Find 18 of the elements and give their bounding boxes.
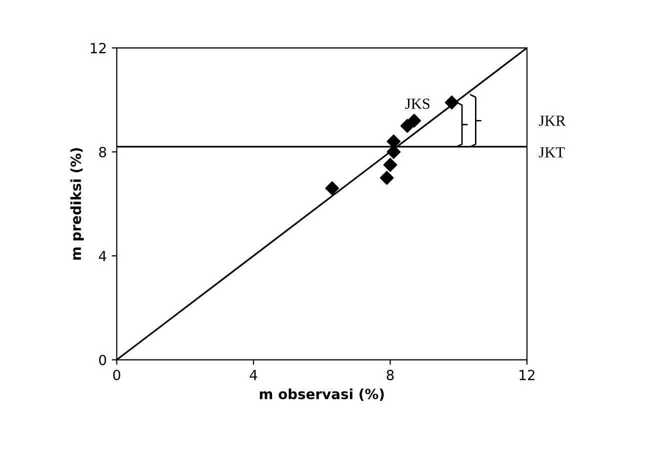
point [380,170,394,185]
point [407,114,422,128]
point [444,96,459,110]
x-axis-title: m observasi (%) [260,388,384,401]
x-tick-label: 4 [250,370,258,380]
x-tick-label: 0 [113,370,120,380]
text: JKR [538,116,566,126]
y-axis-title: m prediksi (%) [70,148,84,260]
y-tick-label: 0 [99,354,106,366]
annotation: JKS [405,98,430,109]
point [383,158,398,172]
y-tick-label: 4 [98,250,106,262]
x-tick-label: 8 [386,370,394,380]
text: JKT [538,147,565,158]
y-tick-label: 12 [90,42,106,54]
point [325,181,340,196]
y-tick-label: 8 [99,146,106,158]
x-tick-label: 12 [520,370,534,380]
